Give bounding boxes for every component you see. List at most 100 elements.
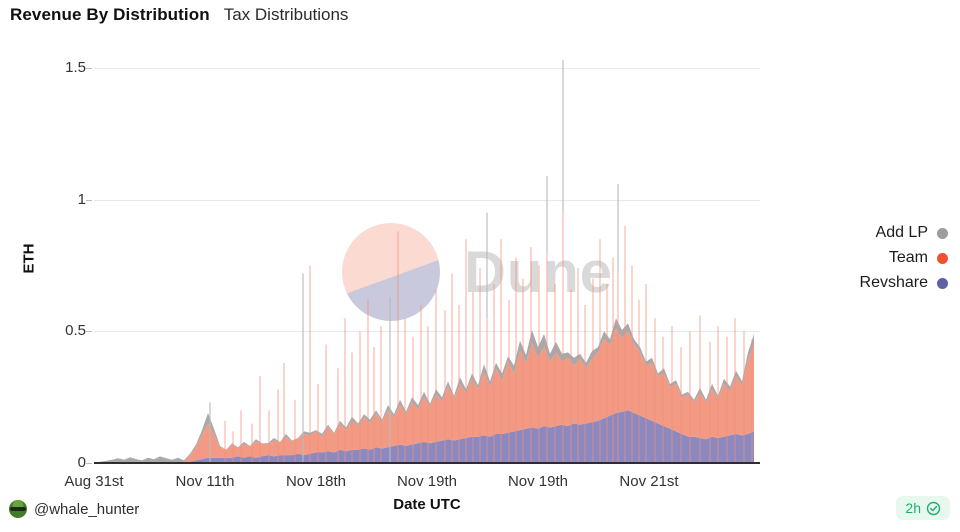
addlp-spike: [546, 176, 548, 253]
chart-subtitle: Tax Distributions: [223, 5, 349, 24]
team-spike: [599, 239, 601, 463]
team-spike: [283, 362, 285, 463]
author-avatar[interactable]: [9, 500, 27, 518]
team-spike: [654, 318, 656, 463]
legend-label: Revshare: [859, 274, 928, 291]
x-tick-label: Nov 18th: [285, 473, 347, 490]
stacked-bar-series: [94, 60, 754, 463]
chart-header: Revenue By Distribution Tax Distribution…: [10, 5, 348, 25]
legend-dot-icon: [937, 227, 948, 239]
team-spike: [522, 278, 524, 463]
team-spike: [232, 431, 234, 463]
team-spike: [486, 318, 488, 463]
team-spike: [530, 247, 532, 463]
team-spike: [458, 305, 460, 463]
team-spike: [612, 257, 614, 463]
team-spike: [337, 368, 339, 463]
team-spike: [380, 326, 382, 463]
gridline: [94, 68, 760, 69]
y-tick-mark: [86, 199, 92, 201]
legend-item-team[interactable]: Team: [889, 249, 948, 267]
x-tick-label: Nov 21st: [619, 473, 679, 490]
legend-dot-icon: [937, 252, 948, 264]
team-spike: [508, 299, 510, 463]
team-spike: [359, 331, 361, 463]
team-spike: [617, 273, 619, 463]
team-spike: [699, 315, 701, 463]
team-spike: [689, 331, 691, 463]
team-spike: [404, 318, 406, 463]
team-spike: [680, 347, 682, 463]
team-spike: [662, 336, 664, 463]
team-spike: [671, 326, 673, 463]
addlp-spike: [562, 60, 564, 213]
team-spike: [351, 352, 353, 463]
chart-title: Revenue By Distribution: [10, 5, 210, 24]
addlp-spike: [302, 273, 304, 463]
author: @whale_hunter: [9, 500, 139, 518]
verified-check-icon: [926, 501, 941, 515]
legend-dot-icon: [937, 277, 948, 289]
team-spike: [493, 283, 495, 463]
x-axis-label: Date UTC: [393, 496, 461, 513]
team-spike: [451, 273, 453, 463]
team-spike: [645, 283, 647, 463]
y-tick-mark: [86, 463, 92, 464]
legend-label: Team: [888, 249, 928, 266]
freshness-badge[interactable]: 2h: [896, 496, 950, 520]
x-tick-label: Nov 11th: [175, 473, 235, 490]
team-spike: [624, 226, 626, 463]
team-spike: [444, 310, 446, 463]
team-spike: [717, 326, 719, 463]
team-spike: [577, 268, 579, 463]
team-spike: [373, 347, 375, 463]
team-spike: [317, 384, 319, 463]
legend-item-add-lp[interactable]: Add LP: [876, 224, 948, 242]
team-spike: [606, 283, 608, 463]
author-handle[interactable]: @whale_hunter: [34, 500, 140, 518]
x-tick-label: Aug 31st: [64, 473, 124, 490]
team-spike: [224, 420, 226, 463]
y-tick-mark: [86, 331, 92, 333]
team-spike: [726, 336, 728, 463]
team-spike: [734, 318, 736, 463]
addlp-spike: [209, 402, 211, 463]
addlp-spike: [486, 212, 488, 319]
legend: Add LP Team Revshare: [860, 224, 948, 292]
gridline: [94, 331, 760, 333]
team-spike: [546, 252, 548, 463]
freshness-time: 2h: [905, 500, 921, 516]
x-tick-label: Nov 19th: [507, 473, 569, 490]
team-spike: [584, 305, 586, 463]
team-spike: [743, 331, 745, 463]
team-spike: [367, 299, 369, 463]
team-spike: [562, 212, 564, 463]
x-axis-line: [94, 462, 760, 464]
team-spike: [709, 341, 711, 463]
team-spike: [268, 410, 270, 463]
y-tick-mark: [86, 68, 92, 69]
team-spike: [554, 283, 556, 463]
team-spike: [751, 339, 753, 463]
team-spike: [435, 289, 437, 463]
team-spike: [631, 265, 633, 463]
plot-area: Dune: [94, 55, 760, 464]
y-tick-label: 0: [77, 454, 86, 471]
team-spike: [344, 318, 346, 463]
team-area: [94, 328, 754, 463]
team-spike: [259, 376, 261, 463]
team-spike: [397, 231, 399, 463]
team-spike: [538, 265, 540, 463]
team-spike: [294, 399, 296, 463]
team-spike: [570, 289, 572, 463]
team-spike: [325, 344, 327, 463]
team-spike: [592, 278, 594, 463]
legend-label: Add LP: [875, 224, 928, 241]
team-spike: [412, 336, 414, 463]
y-tick-label: 0.5: [65, 322, 86, 340]
gridline: [94, 199, 760, 201]
y-tick-label: 1: [77, 190, 86, 208]
legend-item-revshare[interactable]: Revshare: [860, 274, 948, 292]
team-spike: [638, 299, 640, 463]
addlp-spike: [389, 297, 391, 463]
